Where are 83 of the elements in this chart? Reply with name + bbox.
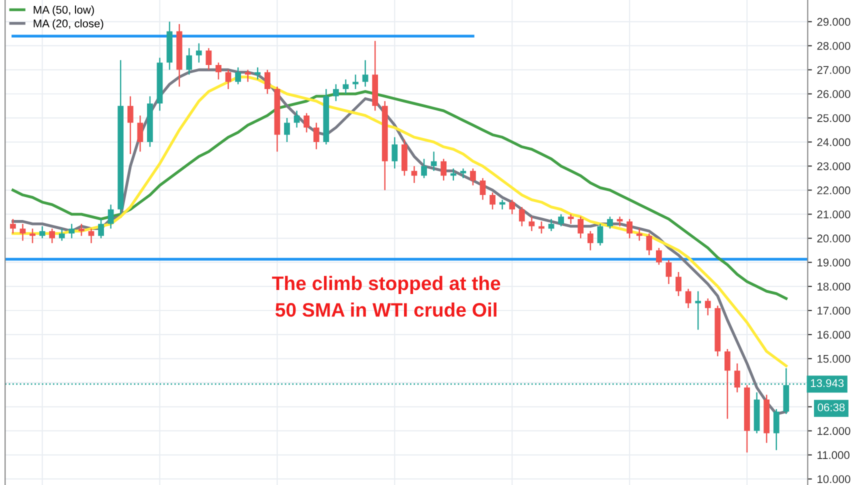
y-tick-label: 28.000 [817, 42, 850, 50]
candlestick [509, 199, 516, 215]
candlestick [196, 42, 202, 64]
candlestick [284, 117, 290, 143]
y-tick-label: 20.000 [817, 234, 850, 242]
candlestick [58, 228, 65, 242]
candlestick [597, 223, 604, 246]
candlestick [88, 228, 94, 244]
candlestick [607, 216, 613, 230]
y-tick-label: 12.000 [818, 427, 850, 435]
candlestick [342, 78, 349, 94]
y-tick-label: 19.000 [818, 258, 850, 266]
y-tick-label: 10.000 [818, 475, 850, 484]
candlestick [499, 199, 506, 210]
candlestick [254, 66, 261, 80]
candlestick [676, 271, 682, 297]
annotation: The climb stopped at the 50 SMA in WTI crude Oil [272, 276, 500, 317]
legend-label: MA (20, close) [34, 19, 104, 30]
legend-label: MA (50, low) [34, 6, 94, 16]
candlestick [78, 223, 84, 237]
candlestick [39, 226, 46, 239]
candlestick [656, 247, 662, 266]
candlestick [186, 48, 192, 76]
candlestick [362, 60, 368, 88]
candlestick [528, 216, 535, 232]
candlestick [127, 96, 134, 155]
candlestick [568, 214, 574, 224]
candlestick [460, 168, 466, 179]
y-tick-label: 24.000 [817, 138, 850, 146]
candlestick [480, 177, 486, 200]
candlestick [206, 48, 212, 70]
candlestick [666, 259, 672, 285]
candlestick [626, 218, 632, 239]
candlestick [68, 223, 75, 239]
candlestick [392, 136, 398, 170]
candlestick [235, 66, 241, 85]
candlestick [98, 218, 104, 239]
y-tick-label: 21.000 [817, 210, 850, 218]
candlestick [313, 122, 320, 150]
candlestick [773, 408, 780, 451]
candlestick [294, 110, 300, 128]
candlestick [20, 223, 26, 242]
candlestick [518, 206, 525, 227]
line-series [12, 90, 788, 300]
y-tick-label: 16.000 [818, 330, 850, 339]
candlestick [264, 69, 270, 94]
candlestick [137, 114, 144, 152]
y-tick-label: 17.000 [818, 306, 850, 315]
y-tick-label: 15.000 [818, 354, 850, 363]
text: 06:38 [818, 403, 845, 412]
candlestick [695, 290, 702, 330]
candlestick [49, 228, 56, 244]
candlestick [304, 112, 310, 134]
y-tick-label: 23.000 [817, 162, 850, 170]
candlestick [470, 168, 476, 186]
candlestick [685, 288, 692, 309]
ref-line-label: 13.943 [810, 379, 844, 388]
y-tick-label: 25.000 [817, 114, 850, 122]
y-tick-label: 27.000 [817, 66, 850, 74]
candlestick [225, 69, 232, 90]
y-tick-label: 18.000 [818, 282, 850, 291]
candlestick [578, 216, 584, 239]
candlestick [440, 158, 447, 182]
candlestick [587, 230, 594, 251]
y-tick-label: 29.000 [817, 18, 850, 26]
candlestick [244, 69, 251, 82]
candlestick [108, 204, 114, 230]
candlestick [616, 216, 623, 227]
candlestick [490, 192, 496, 210]
candlestick [216, 62, 222, 80]
candlestick [646, 232, 652, 256]
candlestick [724, 348, 730, 420]
candlestick [30, 228, 36, 244]
y-tick-label: 11.000 [818, 451, 850, 460]
candlestick [421, 158, 427, 179]
candlestick [734, 362, 740, 393]
candlestick [636, 228, 642, 242]
candlestick [704, 298, 711, 316]
candlestick [558, 214, 564, 227]
candlestick [10, 218, 16, 234]
y-tick-label: 26.000 [817, 90, 850, 98]
y-tick-label: 22.000 [817, 186, 850, 194]
candlestick [332, 84, 339, 102]
